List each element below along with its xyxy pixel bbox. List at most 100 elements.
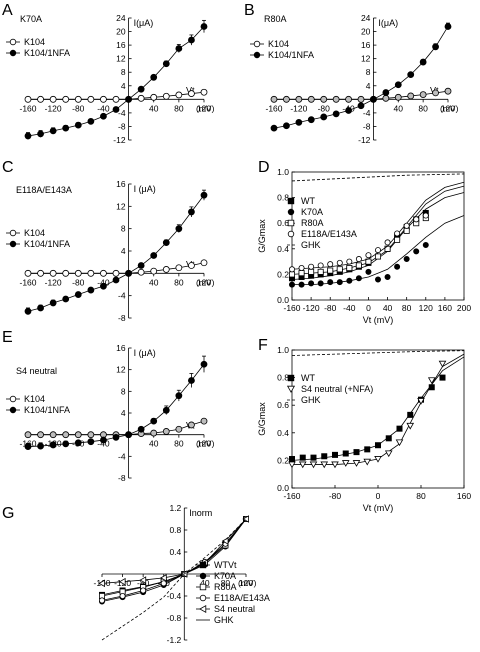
data-point — [432, 43, 439, 51]
data-point — [320, 461, 329, 469]
panel-label: B — [244, 2, 255, 19]
plot-frame — [291, 349, 465, 489]
series-line — [101, 518, 247, 602]
x-tick-label: -40 — [343, 303, 356, 313]
legend-label: K104 — [24, 394, 45, 404]
legend-marker — [287, 197, 295, 205]
y-axis-label: I (μA) — [134, 348, 156, 358]
y-axis-label: Inorm — [189, 508, 212, 518]
series-r80a — [288, 185, 465, 278]
series-wt — [288, 356, 465, 463]
data-point — [62, 440, 70, 448]
data-point — [24, 95, 32, 103]
data-point — [365, 268, 372, 275]
legend-label: K104/1NFA — [268, 50, 314, 60]
series-ghk — [291, 173, 465, 182]
data-point — [327, 267, 334, 274]
data-point — [355, 256, 362, 263]
data-point — [188, 90, 195, 97]
data-point — [342, 450, 349, 457]
x-tick-label: 160 — [457, 491, 471, 501]
x-tick-label: -80 — [137, 578, 150, 588]
panel-e: ES4 neutral-160-120-80-404080120-8-44812… — [2, 329, 215, 483]
data-point — [37, 304, 44, 312]
data-point — [162, 428, 170, 435]
panel-b: BR80A-160-120-80-404080120-12-8-44812162… — [244, 2, 459, 145]
data-point — [331, 451, 338, 458]
data-point — [140, 587, 147, 594]
data-point — [419, 91, 427, 98]
x-tick-label: -80 — [318, 103, 331, 113]
data-point — [112, 276, 120, 284]
legend-marker — [253, 51, 261, 59]
panel-subtitle: K70A — [20, 14, 42, 24]
legend-marker — [199, 604, 207, 614]
data-point — [137, 94, 145, 102]
legend-label: E118A/E143A — [301, 229, 357, 239]
y-tick-label: -8 — [118, 121, 126, 131]
data-point — [270, 95, 278, 103]
data-point — [353, 449, 360, 456]
data-point — [308, 280, 315, 287]
y-tick-label: -8 — [363, 121, 371, 131]
data-point — [336, 279, 343, 286]
data-point — [24, 269, 32, 277]
data-point — [100, 95, 107, 103]
panel-a: A K70A -160 -120 -80 -40 40 80 120 -12 -8 -4 4 8 12 16 2… — [2, 2, 215, 145]
legend-marker — [199, 572, 207, 580]
data-point — [100, 436, 107, 444]
data-point — [299, 454, 306, 461]
x-tick-label: 40 — [149, 103, 159, 113]
data-point — [49, 441, 57, 449]
data-point — [341, 460, 350, 467]
legend-marker — [287, 219, 295, 227]
series-k70a — [288, 215, 465, 288]
data-point — [288, 266, 295, 273]
data-point — [175, 392, 183, 400]
x-tick-label: -120 — [303, 303, 320, 313]
data-point — [137, 268, 145, 276]
y-tick-label: -1.2 — [167, 635, 182, 645]
legend-marker — [286, 385, 296, 393]
data-point — [406, 422, 415, 430]
data-point — [188, 208, 195, 216]
data-point — [413, 248, 420, 255]
data-point — [37, 442, 44, 450]
panel-subtitle: S4 neutral — [16, 366, 57, 376]
data-point — [24, 443, 32, 450]
data-point — [150, 73, 158, 81]
data-point — [125, 431, 132, 439]
y-tick-label: 8 — [366, 67, 371, 77]
data-point — [74, 269, 82, 277]
data-point — [200, 259, 208, 267]
data-point — [332, 95, 340, 103]
data-point — [100, 112, 107, 120]
data-point — [355, 262, 362, 269]
x-tick-label: 0 — [366, 303, 371, 313]
x-tick-label: -120 — [45, 277, 62, 287]
x-axis-label: Vt — [228, 560, 237, 570]
data-point — [288, 461, 296, 469]
series-k104-1nfa — [24, 19, 208, 140]
data-point — [374, 456, 382, 463]
data-point — [175, 425, 183, 433]
x-axis-label: Vt (mV) — [363, 315, 394, 325]
series-k104 — [24, 259, 208, 277]
legend-marker — [199, 561, 207, 569]
x-tick-label: 120 — [197, 439, 211, 449]
data-point — [37, 95, 44, 103]
data-point — [62, 431, 70, 439]
data-point — [417, 398, 425, 405]
data-point — [150, 417, 158, 425]
series-k104 — [24, 88, 208, 103]
y-tick-label: -8 — [118, 473, 126, 483]
data-point — [364, 446, 371, 453]
x-tick-label: -80 — [72, 277, 85, 287]
data-point — [62, 295, 70, 303]
series-line — [101, 518, 247, 584]
data-point — [345, 95, 352, 103]
data-point — [162, 60, 170, 68]
y-tick-label: 12 — [116, 54, 126, 64]
data-point — [150, 93, 158, 101]
data-point — [407, 71, 415, 78]
